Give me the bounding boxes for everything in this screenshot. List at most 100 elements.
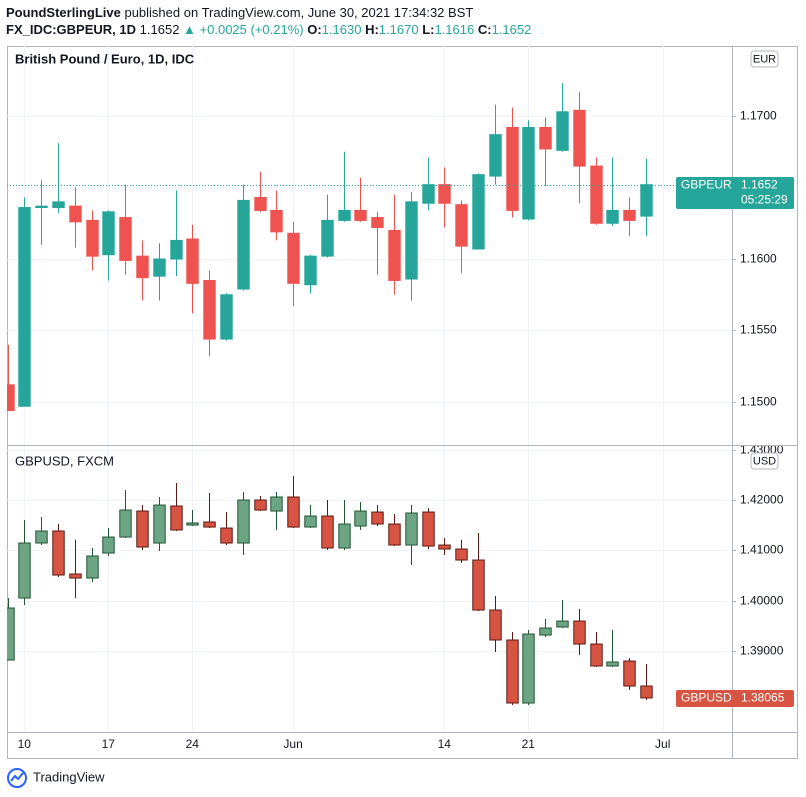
candle-body [237, 499, 250, 544]
y-tick-label: 1.1600 [740, 252, 777, 266]
ohlc-label: H: [365, 22, 379, 37]
x-tick-label: 24 [186, 737, 200, 751]
candle-body [35, 530, 48, 544]
candle-body [220, 527, 233, 544]
price-label-box [676, 690, 794, 707]
candle-body [506, 639, 519, 704]
candle-body [18, 542, 31, 599]
candle-body [623, 660, 636, 687]
candle-body [52, 530, 65, 576]
candle-body [119, 217, 132, 261]
currency: EUR [753, 53, 776, 65]
pane [7, 446, 732, 732]
price-label-value: 1.1652 [741, 178, 778, 192]
price-label-box [676, 177, 794, 209]
ohlc-value: 1.1670 [378, 22, 419, 37]
candle-body [254, 197, 267, 211]
x-tick-label: 21 [522, 737, 536, 751]
x-tick-label: Jul [655, 737, 670, 751]
price-label-symbol: GBPEUR [681, 178, 732, 192]
candle-body [371, 511, 384, 525]
x-tick-label: 17 [102, 737, 116, 751]
candle-body [556, 620, 569, 628]
candle-body [405, 512, 418, 546]
candle-body [573, 620, 586, 645]
candle-body [573, 109, 586, 167]
candle-body [472, 559, 485, 611]
y-tick-label: 1.42000 [740, 493, 784, 507]
candle-body [102, 536, 115, 554]
candle-body [136, 510, 149, 548]
candle-body [640, 685, 653, 699]
ohlc-label: O: [307, 22, 322, 37]
candle-body [52, 201, 65, 209]
y-tick-label: 1.1700 [740, 109, 777, 123]
candle-body [237, 199, 250, 290]
candle-body [422, 184, 435, 204]
candle-body [304, 255, 317, 286]
x-tick-label: 14 [438, 737, 452, 751]
currency-box[interactable] [750, 50, 779, 68]
candle-body [86, 219, 99, 257]
candle-body [69, 205, 82, 223]
candle-body [354, 209, 367, 221]
y-tick-label: 1.39000 [740, 644, 784, 658]
y-tick-label: 1.41000 [740, 543, 784, 557]
candle-body [590, 643, 603, 667]
overlays: British Pound / Euro, 1D, IDC GBPUSD, FX… [7, 50, 794, 788]
price-label-symbol: GBPUSD [681, 691, 732, 705]
candle-body [18, 207, 31, 407]
author: PoundSterlingLive [6, 5, 121, 20]
candle-body [304, 515, 317, 528]
currency: USD [753, 455, 776, 467]
pane-title: GBPUSD, FXCM [15, 453, 114, 468]
candle-body [203, 279, 216, 340]
y-tick-label: 1.43000 [740, 443, 784, 457]
candle-body [136, 255, 149, 279]
candle-body [170, 505, 183, 531]
ohlc-value: 1.1616 [434, 22, 475, 37]
candle-body [388, 523, 401, 546]
candle-body [270, 496, 283, 512]
price-label-countdown: 05:25:29 [741, 193, 788, 207]
candle-body [170, 239, 183, 260]
candle-body [119, 509, 132, 538]
last-price: 1.1652 [139, 22, 180, 37]
candle-body [405, 201, 418, 280]
candle-body [86, 555, 99, 579]
header: PoundSterlingLive published on TradingVi… [6, 4, 531, 38]
candle-body [203, 521, 216, 528]
candle-body [556, 111, 569, 151]
price-label-value: 1.38065 [741, 691, 785, 705]
candle-body [539, 126, 552, 150]
candle-body [606, 209, 619, 224]
candle-body [102, 211, 115, 256]
candle-body [186, 238, 199, 284]
candle-body [153, 504, 166, 544]
candle-body [321, 219, 334, 257]
candle-body [455, 204, 468, 247]
pane [7, 46, 732, 445]
candle-body [69, 573, 82, 579]
candle-body [220, 294, 233, 340]
logo-mark [10, 772, 24, 782]
published: published on TradingView.com, June 30, 2… [124, 5, 474, 20]
candle-body [338, 523, 351, 549]
candle-body [254, 499, 267, 511]
candle-body [623, 209, 636, 221]
price-axis: 1.43000 1.42000 1.41000 1.40000 1.39000 [732, 443, 784, 658]
footer-brand[interactable]: TradingView [33, 769, 105, 784]
y-tick-label: 1.1550 [740, 323, 777, 337]
ohlc-value: 1.1630 [321, 22, 362, 37]
currency-box[interactable] [750, 452, 779, 470]
candle-body [422, 511, 435, 547]
candle-body [7, 607, 15, 661]
candle-body [590, 165, 603, 224]
candle-body [522, 633, 535, 704]
candle-body [606, 661, 619, 667]
candle-body [506, 126, 519, 211]
candle-body [522, 126, 535, 220]
ohlc-label: C: [477, 22, 492, 37]
